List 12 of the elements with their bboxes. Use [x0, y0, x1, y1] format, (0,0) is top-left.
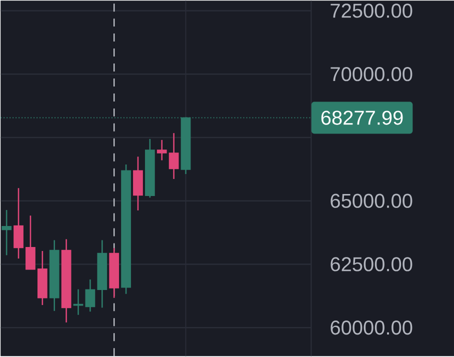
y-tick-label: 62500.00: [330, 257, 412, 272]
candlestick: [14, 188, 24, 260]
candlestick: [26, 215, 36, 270]
candlestick: [2, 209, 12, 256]
candlestick: [156, 139, 167, 162]
candlestick: [168, 132, 179, 180]
y-tick-label: 60000.00: [330, 320, 412, 335]
y-tick-label: 70000.00: [330, 67, 412, 82]
y-tick-label: 72500.00: [330, 4, 412, 18]
ref-line-label: 68277.99: [321, 110, 403, 125]
candlestick: [85, 278, 96, 312]
y-tick-label: 65000.00: [330, 194, 412, 208]
